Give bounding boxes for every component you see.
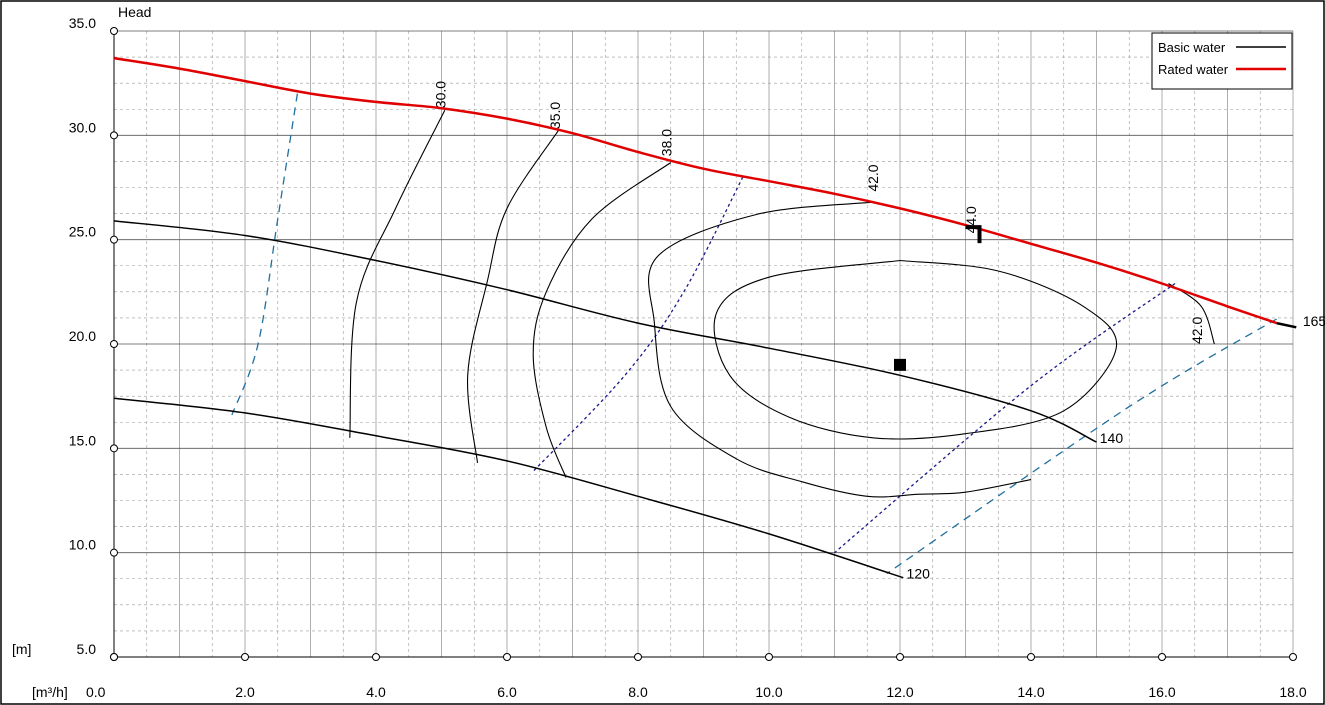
x-tick-marker [1289, 653, 1297, 661]
eff-42-right-label: 42.0 [1189, 317, 1205, 344]
y-tick-marker [110, 340, 118, 348]
legend: Basic water Rated water [1151, 32, 1293, 90]
x-tick-marker [110, 653, 118, 661]
eff-30-label: 30.0 [433, 81, 449, 108]
curve-labels: 165 140 120 [894, 225, 1325, 582]
y-tick-marker [110, 444, 118, 453]
grid [113, 30, 1294, 658]
impeller-165-curve [1276, 321, 1297, 329]
eff-44-curve [713, 259, 1118, 440]
dotted-line-1 [532, 176, 744, 472]
x-unit-label: [m³/h] [32, 684, 68, 700]
impeller-120-curve [113, 397, 904, 579]
x-tick-label: 0.0 [86, 684, 106, 700]
duty-point-bracket [965, 225, 982, 244]
axes: 5.0 10.0 15.0 20.0 25.0 30.0 35.0 0.0 2.0 4.0 6.0 8… [69, 15, 1307, 700]
x-tick-label: 12.0 [886, 684, 913, 700]
y-tick-label: 5.0 [77, 641, 97, 657]
operating-point-marker [894, 358, 906, 371]
y-tick-label: 15.0 [69, 432, 96, 448]
y-tick-label: 35.0 [69, 15, 96, 31]
npsh-left-dashed-line [231, 93, 299, 416]
y-tick-marker [110, 131, 118, 140]
legend-box [1151, 32, 1293, 90]
y-tick-label: 30.0 [69, 119, 96, 135]
eff-30-curve [349, 110, 446, 438]
head-curves [113, 56, 1297, 579]
x-tick-label: 2.0 [235, 684, 255, 700]
x-tick-label: 6.0 [497, 684, 517, 700]
legend-label-rated-water: Rated water [1158, 62, 1229, 77]
y-tick-label: 25.0 [69, 224, 96, 240]
impeller-140-curve [113, 220, 1097, 443]
dashed-line-right [886, 318, 1277, 575]
eff-38-label: 38.0 [658, 129, 674, 156]
x-tick-label: 16.0 [1148, 684, 1175, 700]
y-axis-title: Head [118, 4, 151, 20]
x-tick-label: 8.0 [628, 684, 648, 700]
eff-42-label: 42.0 [865, 164, 881, 191]
legend-text-clip-basic [1232, 40, 1236, 54]
y-tick-marker [110, 235, 118, 244]
eff-38-curve [532, 162, 672, 478]
y-tick-label: 10.0 [69, 537, 96, 553]
x-tick-label: 18.0 [1279, 684, 1306, 700]
legend-label-basic-water: Basic water [1158, 40, 1226, 55]
label-120: 120 [907, 566, 931, 582]
label-165: 165 [1303, 313, 1325, 329]
rated-water-curve [113, 56, 1277, 325]
efficiency-curves: 30.035.038.042.044.042.0 [349, 81, 1215, 498]
x-tick-label: 10.0 [755, 684, 782, 700]
x-tick-label: 14.0 [1017, 684, 1044, 700]
x-tick-marker [765, 653, 773, 661]
x-tick-label: 4.0 [366, 684, 386, 700]
y-unit-label: [m] [12, 641, 31, 657]
y-tick-label: 20.0 [69, 328, 96, 344]
limit-lines [231, 93, 1277, 575]
x-tick-marker [1027, 653, 1035, 661]
y-tick-marker [110, 548, 118, 557]
x-tick-marker [634, 653, 642, 661]
x-tick-marker [1158, 653, 1166, 661]
x-tick-marker [503, 653, 511, 661]
label-140: 140 [1100, 430, 1124, 446]
eff-35-curve [466, 128, 560, 463]
eff-35-label: 35.0 [547, 102, 563, 129]
x-tick-marker [896, 653, 904, 661]
x-tick-marker [241, 653, 249, 661]
y-tick-marker [110, 27, 118, 35]
eff-42-curve [648, 201, 1032, 498]
x-tick-marker [372, 653, 380, 661]
